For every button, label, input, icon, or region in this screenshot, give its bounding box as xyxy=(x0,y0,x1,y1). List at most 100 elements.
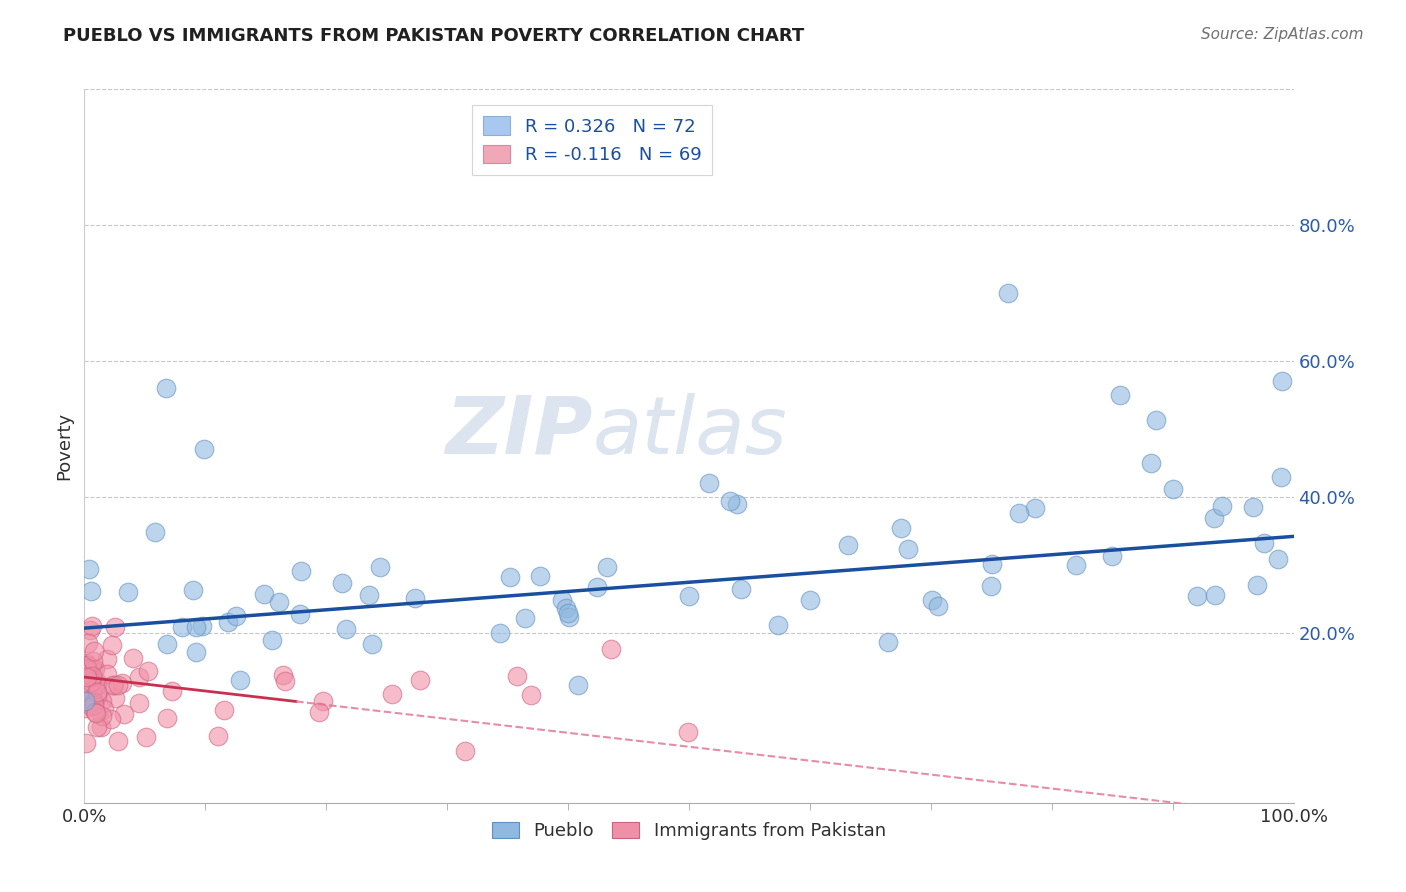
Point xyxy=(499,569,522,583)
Point xyxy=(77,562,100,576)
Point xyxy=(76,657,98,672)
Point xyxy=(104,691,127,706)
Point xyxy=(75,701,97,715)
Point xyxy=(488,625,510,640)
Point xyxy=(515,611,537,625)
Point xyxy=(981,558,1004,572)
Point xyxy=(184,620,207,634)
Point xyxy=(217,615,239,630)
Point xyxy=(134,730,156,744)
Point xyxy=(1246,578,1268,592)
Point xyxy=(90,709,112,723)
Point xyxy=(273,667,295,681)
Point xyxy=(997,286,1019,301)
Point xyxy=(718,494,741,508)
Point xyxy=(927,599,949,614)
Point xyxy=(207,729,229,743)
Text: atlas: atlas xyxy=(592,392,787,471)
Point xyxy=(100,713,122,727)
Point xyxy=(84,705,107,719)
Point xyxy=(181,582,204,597)
Point xyxy=(86,688,108,702)
Point xyxy=(75,736,97,750)
Point xyxy=(101,678,124,692)
Point xyxy=(557,609,579,624)
Point xyxy=(799,593,821,607)
Point xyxy=(506,669,529,683)
Point xyxy=(557,606,579,620)
Point xyxy=(184,645,207,659)
Point xyxy=(1211,499,1233,513)
Point xyxy=(80,698,103,713)
Point xyxy=(586,580,609,594)
Point xyxy=(335,622,357,636)
Point xyxy=(190,619,212,633)
Y-axis label: Poverty: Poverty xyxy=(55,412,73,480)
Point xyxy=(128,696,150,710)
Point xyxy=(260,632,283,647)
Point xyxy=(103,678,125,692)
Point xyxy=(1008,506,1031,520)
Point xyxy=(170,620,193,634)
Point xyxy=(229,673,252,687)
Point xyxy=(156,637,179,651)
Point xyxy=(96,666,118,681)
Point xyxy=(409,673,432,688)
Point xyxy=(1241,500,1264,515)
Point xyxy=(768,618,790,632)
Point xyxy=(76,670,98,684)
Point xyxy=(1202,511,1225,525)
Point xyxy=(725,496,748,510)
Point xyxy=(1267,552,1289,566)
Legend: Pueblo, Immigrants from Pakistan: Pueblo, Immigrants from Pakistan xyxy=(485,814,893,847)
Point xyxy=(697,476,720,491)
Point xyxy=(551,593,574,607)
Point xyxy=(75,673,97,687)
Text: ZIP: ZIP xyxy=(444,392,592,471)
Point xyxy=(143,524,166,539)
Point xyxy=(86,719,108,733)
Point xyxy=(83,698,105,712)
Point xyxy=(100,638,122,652)
Point xyxy=(1024,500,1046,515)
Point xyxy=(80,584,103,599)
Point xyxy=(86,685,108,699)
Point xyxy=(86,674,108,689)
Point xyxy=(980,579,1002,593)
Point xyxy=(225,608,247,623)
Point xyxy=(1101,549,1123,563)
Point xyxy=(82,654,104,668)
Point xyxy=(897,541,920,556)
Point xyxy=(112,706,135,721)
Point xyxy=(921,592,943,607)
Point xyxy=(138,665,160,679)
Point xyxy=(1204,588,1226,602)
Point xyxy=(93,702,115,716)
Point xyxy=(678,589,700,603)
Point xyxy=(107,678,129,692)
Point xyxy=(1161,482,1184,496)
Point xyxy=(117,584,139,599)
Point xyxy=(876,635,898,649)
Point xyxy=(380,687,402,701)
Point xyxy=(75,656,97,670)
Point xyxy=(1140,456,1163,470)
Point xyxy=(111,675,134,690)
Point xyxy=(128,669,150,683)
Point xyxy=(107,734,129,748)
Point xyxy=(82,669,104,683)
Point xyxy=(193,442,215,457)
Point xyxy=(80,682,103,697)
Point xyxy=(1270,470,1292,484)
Text: Source: ZipAtlas.com: Source: ZipAtlas.com xyxy=(1201,27,1364,42)
Point xyxy=(84,662,107,676)
Point xyxy=(730,582,752,596)
Point xyxy=(76,662,98,676)
Point xyxy=(404,591,426,605)
Point xyxy=(84,706,107,720)
Point xyxy=(600,641,623,656)
Point xyxy=(80,619,103,633)
Point xyxy=(155,711,177,725)
Point xyxy=(86,677,108,691)
Point xyxy=(330,575,353,590)
